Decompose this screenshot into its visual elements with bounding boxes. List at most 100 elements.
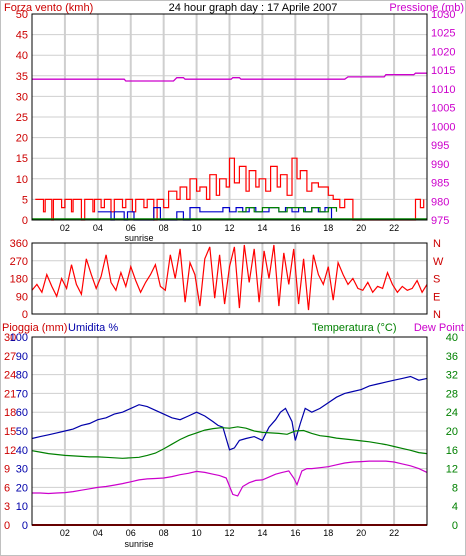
humidity-ytick-2: 20 (16, 482, 28, 494)
wind-xtick-22: 22 (389, 223, 399, 233)
humidity-ytick-7: 70 (16, 388, 28, 400)
wind-ytick-5: 5 (22, 194, 28, 206)
rain-ytick-2: 6 (4, 482, 10, 494)
direction-label-2: S (433, 274, 440, 286)
temperature-ytick-3: 12 (446, 464, 458, 476)
temperature-ytick-1: 4 (452, 501, 458, 513)
pressure-ytick-1015: 1015 (431, 65, 455, 77)
humidity-ytick-4: 40 (16, 445, 28, 457)
chart-title: 24 hour graph day : 17 Aprile 2007 (169, 2, 338, 14)
pressure-ytick-995: 995 (431, 140, 449, 152)
sunrise-label-top: sunrise (124, 233, 153, 243)
pressure-ytick-985: 985 (431, 178, 449, 190)
temperature-ytick-6: 24 (446, 407, 458, 419)
wind-min-series (237, 207, 338, 213)
wind-xtick-08: 08 (159, 223, 169, 233)
direction-label-4: N (433, 309, 441, 321)
rain-ytick-0: 0 (4, 520, 10, 532)
wind-xtick-10: 10 (192, 223, 202, 233)
climate-xtick-06: 06 (126, 528, 136, 538)
temperature-ytick-8: 32 (446, 370, 458, 382)
rain-ytick-1: 3 (4, 501, 10, 513)
rain-ytick-4: 12 (4, 445, 16, 457)
rain-ytick-3: 9 (4, 464, 10, 476)
pressure-ytick-990: 990 (431, 159, 449, 171)
pressure-ytick-1025: 1025 (431, 28, 455, 40)
wind-xtick-04: 04 (93, 223, 103, 233)
wind-ytick-25: 25 (16, 112, 28, 124)
pressure-ytick-1020: 1020 (431, 46, 455, 58)
dewpoint-series (32, 460, 428, 497)
pressure-ytick-1010: 1010 (431, 84, 455, 96)
wind-panel-data (32, 72, 427, 221)
temperature-ytick-7: 28 (446, 388, 458, 400)
climate-xtick-18: 18 (323, 528, 333, 538)
wind-xtick-18: 18 (323, 223, 333, 233)
humidity-ytick-6: 60 (16, 407, 28, 419)
temperature-ytick-4: 16 (446, 445, 458, 457)
climate-xtick-16: 16 (290, 528, 300, 538)
wind-xtick-12: 12 (224, 223, 234, 233)
wind-ytick-40: 40 (16, 50, 28, 62)
humidity-ytick-0: 0 (22, 520, 28, 532)
direction-ytick-0: 0 (22, 309, 28, 321)
humidity-ytick-1: 10 (16, 501, 28, 513)
wind-panel-ticks: 0510152025303540455097598098599099510001… (16, 9, 456, 233)
wind-panel-frame (31, 13, 428, 221)
climate-xtick-10: 10 (192, 528, 202, 538)
wind-xtick-16: 16 (290, 223, 300, 233)
climate-panel-frame (31, 336, 428, 526)
pressure-ytick-1005: 1005 (431, 103, 455, 115)
wind-xtick-20: 20 (356, 223, 366, 233)
wind-xtick-14: 14 (257, 223, 267, 233)
wind-direction-series (31, 244, 428, 311)
temperature-ytick-5: 20 (446, 426, 458, 438)
wind-ytick-50: 50 (16, 9, 28, 21)
direction-panel-frame (31, 242, 428, 315)
climate-xtick-12: 12 (224, 528, 234, 538)
pressure-series (32, 72, 427, 82)
climate-xtick-08: 08 (159, 528, 169, 538)
pressure-ytick-1030: 1030 (431, 9, 455, 21)
climate-xtick-02: 02 (60, 528, 70, 538)
rain-axis-title: Pioggia (mm) (2, 322, 67, 334)
sunrise-label-bottom-text: sunrise (124, 539, 153, 549)
temperature-ytick-0: 0 (452, 520, 458, 532)
direction-ytick-360: 360 (10, 238, 28, 250)
wind-axis-title: Forza vento (kmh) (4, 2, 93, 14)
humidity-axis-title: Umidita % (68, 322, 118, 334)
wind-ytick-20: 20 (16, 133, 28, 145)
wind-xtick-02: 02 (60, 223, 70, 233)
wind-ytick-35: 35 (16, 71, 28, 83)
humidity-ytick-10: 100 (10, 332, 28, 344)
direction-ytick-180: 180 (10, 274, 28, 286)
temperature-axis-title: Temperatura (°C) (312, 322, 396, 334)
wind-ytick-15: 15 (16, 153, 28, 165)
humidity-ytick-8: 80 (16, 370, 28, 382)
humidity-series (31, 375, 428, 451)
temperature-ytick-9: 36 (446, 351, 458, 363)
pressure-ytick-980: 980 (431, 196, 449, 208)
rain-ytick-7: 21 (4, 388, 16, 400)
humidity-ytick-5: 50 (16, 426, 28, 438)
direction-label-3: E (433, 291, 440, 303)
wind-gust-series (35, 157, 425, 221)
rain-ytick-10: 30 (4, 332, 16, 344)
pressure-ytick-975: 975 (431, 215, 449, 227)
wind-ytick-0: 0 (22, 215, 28, 227)
temperature-ytick-10: 40 (446, 332, 458, 344)
pressure-ytick-1000: 1000 (431, 121, 455, 133)
wind-ytick-10: 10 (16, 174, 28, 186)
direction-label-1: W (433, 256, 444, 268)
climate-xtick-14: 14 (257, 528, 267, 538)
direction-panel-data (31, 244, 428, 311)
wind-ytick-45: 45 (16, 30, 28, 42)
climate-xtick-04: 04 (93, 528, 103, 538)
humidity-ytick-9: 90 (16, 351, 28, 363)
wind-xtick-06: 06 (126, 223, 136, 233)
direction-label-0: N (433, 238, 441, 250)
rain-ytick-8: 24 (4, 370, 16, 382)
